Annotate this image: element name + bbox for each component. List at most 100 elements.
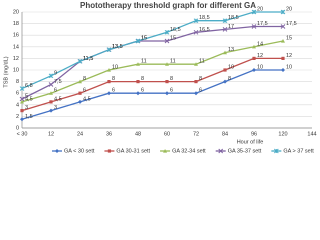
data-label: 13,5: [112, 44, 123, 50]
legend-marker: [274, 148, 279, 154]
x-tick-label: 12: [48, 131, 54, 137]
data-label: 9: [54, 70, 57, 76]
point-marker: [107, 80, 111, 84]
data-label: 11: [141, 59, 147, 65]
point-marker: [251, 24, 257, 29]
point-marker: [165, 80, 169, 84]
point-marker: [20, 109, 24, 113]
point-marker: [49, 100, 53, 104]
point-marker: [194, 62, 198, 66]
x-tick-label: < 30: [17, 131, 28, 137]
y-tick-label: 2: [16, 114, 19, 120]
legend-label: GA < 30 sett: [64, 148, 95, 154]
data-label: 11: [199, 59, 205, 65]
x-tick-label: 120: [278, 131, 287, 137]
point-marker: [107, 91, 111, 96]
point-marker: [19, 96, 25, 102]
data-label: 18,5: [199, 15, 210, 21]
data-label: 5: [25, 93, 28, 99]
point-marker: [280, 24, 286, 29]
x-tick-label: 72: [193, 131, 199, 137]
y-tick-label: 14: [13, 44, 19, 50]
data-label: 8: [199, 76, 202, 82]
point-marker: [19, 86, 25, 91]
legend-marker: [218, 148, 224, 154]
data-label: 1,5: [25, 114, 33, 120]
data-label: 7,5: [54, 79, 62, 85]
point-marker: [164, 29, 170, 35]
x-tick-label: 84: [222, 131, 228, 137]
data-label: 6: [54, 88, 57, 94]
data-label: 15: [286, 35, 292, 41]
data-label: 6: [170, 88, 173, 94]
y-tick-label: 6: [16, 91, 19, 97]
chart: Phototherapy threshold graph for differe…: [3, 1, 316, 154]
data-label: 10: [257, 64, 263, 70]
point-marker: [78, 79, 82, 84]
point-marker: [252, 44, 256, 49]
legend-label: GA > 37 sett: [283, 148, 314, 154]
y-tick-label: 10: [13, 67, 19, 73]
point-marker: [135, 38, 141, 44]
data-label: 10: [228, 64, 234, 70]
x-tick-label: 60: [164, 131, 170, 137]
point-marker: [49, 91, 53, 95]
series-line: [21, 25, 283, 100]
data-label: 6,8: [25, 83, 33, 89]
data-label: 4,5: [25, 96, 33, 102]
data-label: 8: [141, 76, 144, 82]
data-label: 17: [228, 24, 234, 30]
data-label: 10: [112, 64, 118, 70]
point-marker: [281, 68, 285, 72]
y-tick-label: 12: [13, 56, 19, 62]
point-marker: [280, 9, 286, 15]
legend-label: GA 35-37 sett: [228, 148, 262, 154]
point-marker: [49, 108, 53, 113]
data-label: 13: [228, 47, 234, 53]
data-label: 20: [286, 6, 292, 12]
y-axis-label: TSB (mg/dL): [3, 56, 9, 87]
y-tick-label: 16: [13, 33, 19, 39]
point-marker: [223, 79, 227, 84]
data-label: 20: [257, 6, 263, 12]
data-label: 6: [112, 88, 115, 94]
legend-label: GA 30-31 sett: [116, 148, 150, 154]
chart-title: Phototherapy threshold graph for differe…: [80, 1, 256, 10]
point-marker: [136, 91, 140, 96]
legend-marker: [163, 149, 168, 153]
data-label: 8: [228, 76, 231, 82]
data-label: 15: [141, 35, 147, 41]
x-tick-label: 48: [135, 131, 141, 137]
x-tick-label: 144: [307, 131, 316, 137]
data-label: 6: [83, 88, 86, 94]
point-marker: [48, 82, 54, 87]
y-tick-label: 20: [13, 9, 19, 15]
point-marker: [106, 47, 112, 53]
point-marker: [223, 50, 227, 55]
point-marker: [222, 18, 228, 24]
data-label: 3: [54, 105, 57, 111]
data-label: 6: [199, 88, 202, 94]
data-label: 8: [112, 76, 115, 82]
data-label: 17,5: [257, 21, 268, 27]
data-label: 16,5: [170, 27, 181, 33]
data-label: 15: [170, 35, 176, 41]
y-tick-label: 18: [13, 21, 19, 27]
point-marker: [194, 91, 198, 96]
point-marker: [281, 39, 285, 43]
x-tick-label: 96: [251, 131, 257, 137]
x-axis-label: Hour of life: [237, 139, 264, 145]
point-marker: [48, 73, 54, 79]
data-label: 11,5: [83, 56, 93, 62]
point-marker: [193, 18, 199, 24]
series-line: [21, 11, 283, 90]
y-tick-label: 4: [16, 102, 19, 108]
data-label: 11,5: [83, 56, 93, 62]
data-label: 14: [257, 41, 263, 47]
point-marker: [136, 80, 140, 84]
series-line: [21, 40, 284, 103]
point-marker: [222, 27, 228, 32]
legend-marker: [55, 149, 59, 153]
data-label: 15: [141, 35, 147, 41]
point-marker: [165, 91, 169, 96]
